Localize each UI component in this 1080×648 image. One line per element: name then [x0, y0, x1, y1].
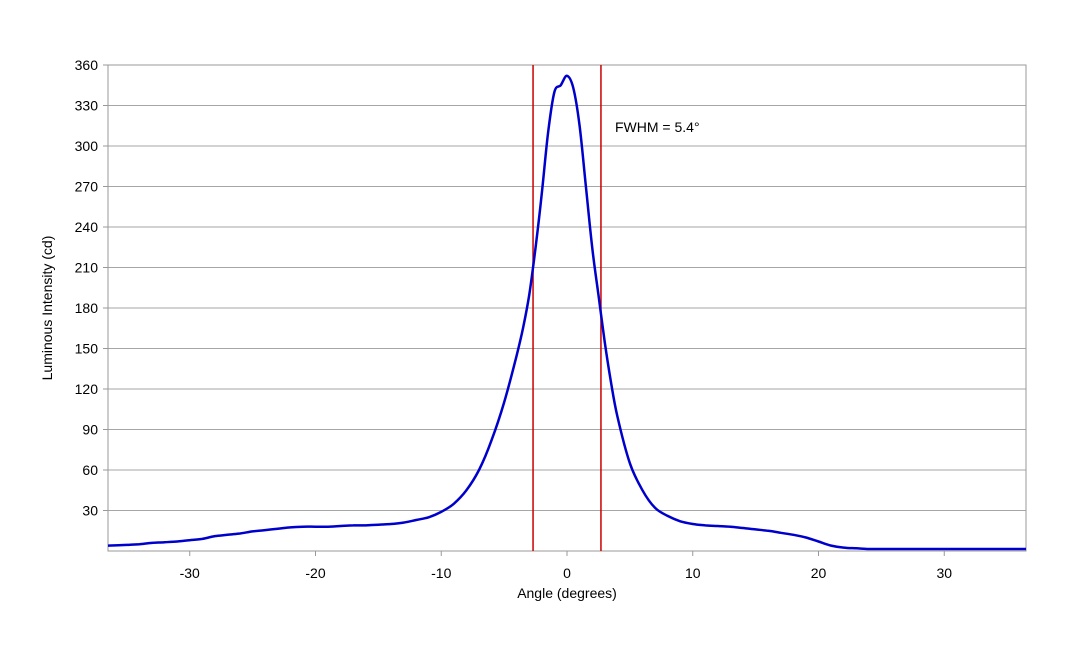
x-tick-label: 0: [563, 565, 571, 581]
fwhm-annotation: FWHM = 5.4°: [615, 119, 700, 135]
x-tick-label: -20: [305, 565, 325, 581]
y-tick-label: 330: [75, 98, 99, 114]
y-tick-label: 90: [82, 422, 98, 438]
x-tick-label: 20: [811, 565, 827, 581]
gridlines: [108, 64, 1026, 511]
x-tick-label: -30: [180, 565, 200, 581]
y-tick-label: 120: [75, 381, 99, 397]
y-tick-label: 30: [82, 503, 98, 519]
x-tick-label: 30: [936, 565, 952, 581]
y-tick-label: 360: [75, 57, 99, 73]
y-tick-label: 240: [75, 219, 99, 235]
x-axis-ticks: -30 -20 -10 0 10 20 30: [180, 551, 952, 581]
y-tick-label: 210: [75, 260, 99, 276]
x-tick-label: -10: [431, 565, 451, 581]
intensity-series-line: [107, 74, 1026, 551]
y-tick-label: 60: [82, 462, 98, 478]
y-tick-label: 180: [75, 300, 99, 316]
y-tick-label: 300: [75, 138, 99, 154]
y-tick-label: 150: [75, 341, 99, 357]
y-tick-label: 270: [75, 179, 99, 195]
y-axis-ticks: 30 60 90 120 150 180 210 240 270 300 330 360: [75, 57, 108, 519]
y-axis-title: Luminous Intensity (cd): [39, 236, 55, 381]
x-axis-title: Angle (degrees): [517, 585, 617, 601]
x-tick-label: 10: [685, 565, 701, 581]
